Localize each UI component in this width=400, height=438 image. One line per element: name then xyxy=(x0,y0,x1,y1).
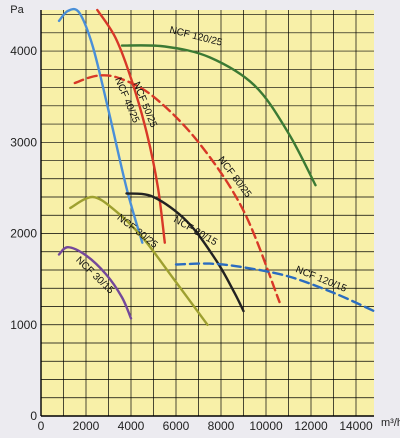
series-line-ncf-30-25 xyxy=(69,195,209,326)
x-tick-label: 6000 xyxy=(163,419,190,433)
y-tick-label: 1000 xyxy=(10,318,37,332)
x-axis-label: m³/h xyxy=(381,417,400,429)
x-tick-label: 2000 xyxy=(73,419,100,433)
y-tick-label: 0 xyxy=(30,409,37,423)
plot-background xyxy=(41,10,374,416)
series-line-ncf-50-25 xyxy=(96,8,166,244)
y-axis-label: Pa xyxy=(10,4,24,16)
series-line-ncf-120-15 xyxy=(174,262,376,313)
x-tick-label: 4000 xyxy=(118,419,145,433)
series-line-ncf-40-25 xyxy=(57,7,144,244)
grid xyxy=(41,10,374,416)
series-line-ncf-80-15 xyxy=(125,192,245,313)
series-line-ncf-30-15 xyxy=(57,245,133,320)
x-tick-label: 12000 xyxy=(294,419,328,433)
tick-labels: 0 2000 4000 6000 8000 10000 12000 14000 0 1000 200… xyxy=(10,44,373,433)
x-tick-label: 0 xyxy=(38,419,45,433)
series-line-ncf-80-25 xyxy=(73,74,281,304)
y-tick-label: 3000 xyxy=(10,135,37,149)
x-tick-label: 8000 xyxy=(208,419,235,433)
x-tick-label: 14000 xyxy=(339,419,373,433)
series-line-ncf-120-25 xyxy=(120,44,317,187)
x-tick-label: 10000 xyxy=(249,419,283,433)
axes xyxy=(40,10,374,417)
y-tick-label: 4000 xyxy=(10,44,37,58)
series-lines xyxy=(57,7,376,326)
y-tick-label: 2000 xyxy=(10,227,37,241)
